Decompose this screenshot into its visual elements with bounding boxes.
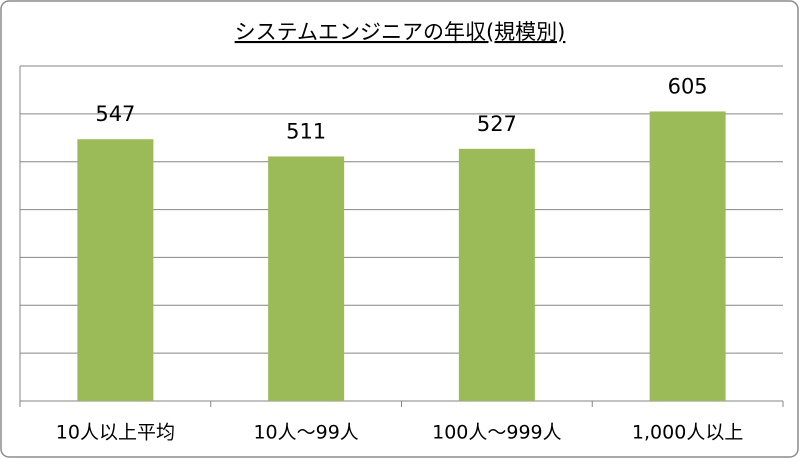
data-label: 511 — [286, 119, 326, 143]
bar — [268, 156, 345, 401]
x-tick-label: 10人～99人 — [253, 422, 358, 444]
x-tick-label: 100人～999人 — [432, 422, 562, 444]
data-label: 605 — [668, 74, 708, 98]
bar — [77, 139, 154, 401]
data-label: 527 — [477, 112, 517, 136]
chart-title: システムエンジニアの年収(規模別) — [235, 20, 566, 44]
x-tick-label: 10人以上平均 — [56, 422, 175, 444]
data-label: 547 — [95, 102, 135, 126]
x-tick-label: 1,000人以上 — [632, 422, 743, 444]
bar — [458, 148, 535, 401]
bar — [649, 111, 726, 401]
